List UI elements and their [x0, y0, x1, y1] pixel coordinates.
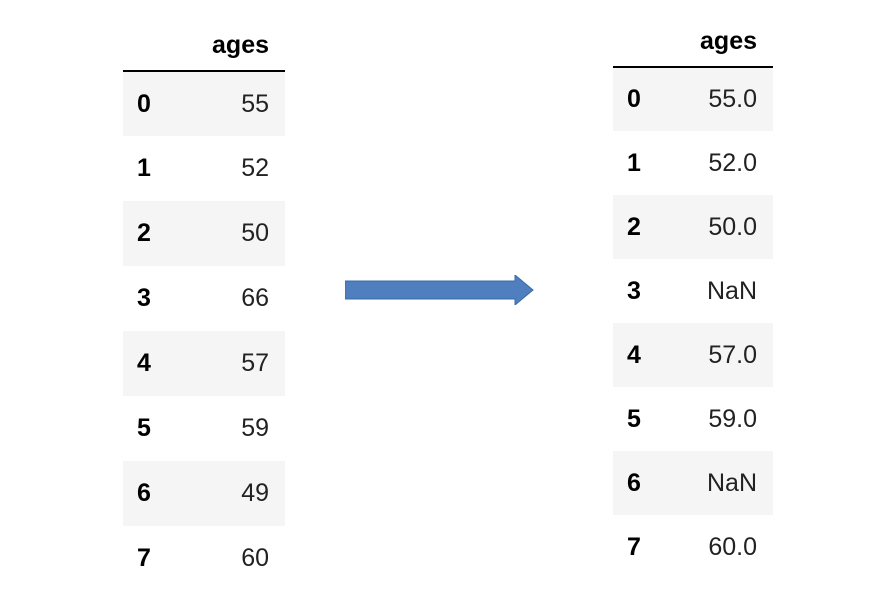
cell-value: 57.0	[708, 340, 757, 369]
table-row: 3 66	[123, 266, 285, 331]
row-index: 0	[627, 85, 641, 113]
table-row: 2 50	[123, 201, 285, 266]
index-header	[123, 20, 183, 71]
dataframe-after: ages 0 55.0 1 52.0 2 50.0 3 NaN 4 57.0 5 59.0 …	[613, 16, 773, 579]
row-index: 0	[137, 89, 151, 118]
row-index: 1	[137, 154, 151, 182]
cell-value: 52	[241, 154, 269, 182]
row-index: 7	[627, 532, 641, 561]
row-index: 2	[627, 212, 641, 241]
cell-value: 52.0	[708, 148, 757, 177]
table-row: 1 52.0	[613, 131, 773, 195]
cell-value: NaN	[706, 276, 757, 305]
cell-value: 66	[241, 284, 269, 312]
table-row: 4 57	[123, 331, 285, 396]
table-row: 6 49	[123, 461, 285, 526]
row-index: 5	[627, 404, 641, 433]
row-index: 1	[627, 148, 641, 177]
arrow-shape	[345, 275, 534, 305]
table-row: 3 NaN	[613, 259, 773, 323]
right-arrow-icon	[345, 275, 534, 305]
cell-value: 49	[241, 479, 269, 507]
row-index: 3	[137, 284, 151, 312]
table-row: 5 59.0	[613, 387, 773, 451]
table-row: 6 NaN	[613, 451, 773, 515]
table-row: 4 57.0	[613, 323, 773, 387]
cell-value: 60	[241, 544, 269, 572]
row-index: 4	[627, 340, 641, 369]
table-row: 0 55	[123, 71, 285, 136]
header-row: ages	[123, 20, 285, 71]
row-index: 5	[137, 414, 151, 442]
row-index: 2	[137, 219, 151, 247]
row-index: 6	[627, 468, 641, 497]
cell-value: 59	[241, 414, 269, 442]
header-row: ages	[613, 16, 773, 67]
dataframe-before: ages 0 55 1 52 2 50 3 66 4 57 5 59 6 49 7 60	[123, 20, 285, 591]
cell-value: 60.0	[708, 532, 757, 561]
table-row: 1 52	[123, 136, 285, 201]
column-header-ages: ages	[700, 26, 757, 55]
row-index: 7	[137, 544, 151, 572]
cell-value: 55	[241, 89, 269, 118]
column-header-ages: ages	[212, 30, 269, 59]
table-row: 5 59	[123, 396, 285, 461]
index-header	[613, 16, 667, 67]
table-row: 0 55.0	[613, 67, 773, 131]
cell-value: 55.0	[708, 85, 757, 113]
cell-value: 50	[241, 219, 269, 247]
row-index: 3	[627, 276, 641, 305]
cell-value: 57	[241, 349, 269, 377]
row-index: 6	[137, 479, 151, 507]
table-row: 2 50.0	[613, 195, 773, 259]
cell-value: 50.0	[708, 212, 757, 241]
row-index: 4	[137, 349, 151, 377]
cell-value: NaN	[706, 468, 757, 497]
cell-value: 59.0	[708, 404, 757, 433]
table-row: 7 60.0	[613, 515, 773, 579]
table-row: 7 60	[123, 526, 285, 591]
